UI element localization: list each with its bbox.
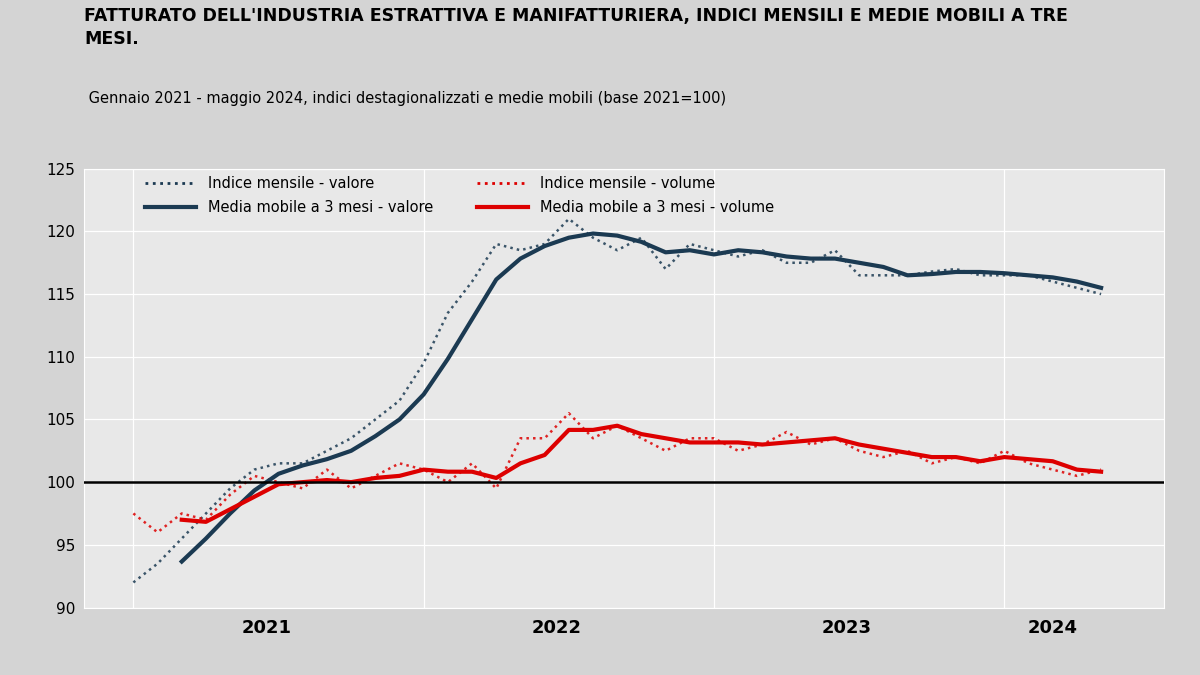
Text: FATTURATO DELL'INDUSTRIA ESTRATTIVA E MANIFATTURIERA, INDICI MENSILI E MEDIE MOB: FATTURATO DELL'INDUSTRIA ESTRATTIVA E MA… bbox=[84, 7, 1068, 49]
Text: Gennaio 2021 - maggio 2024, indici destagionalizzati e medie mobili (base 2021=1: Gennaio 2021 - maggio 2024, indici desta… bbox=[84, 91, 726, 106]
Legend: Indice mensile - valore, Media mobile a 3 mesi - valore, Indice mensile - volume: Indice mensile - valore, Media mobile a … bbox=[145, 176, 774, 215]
